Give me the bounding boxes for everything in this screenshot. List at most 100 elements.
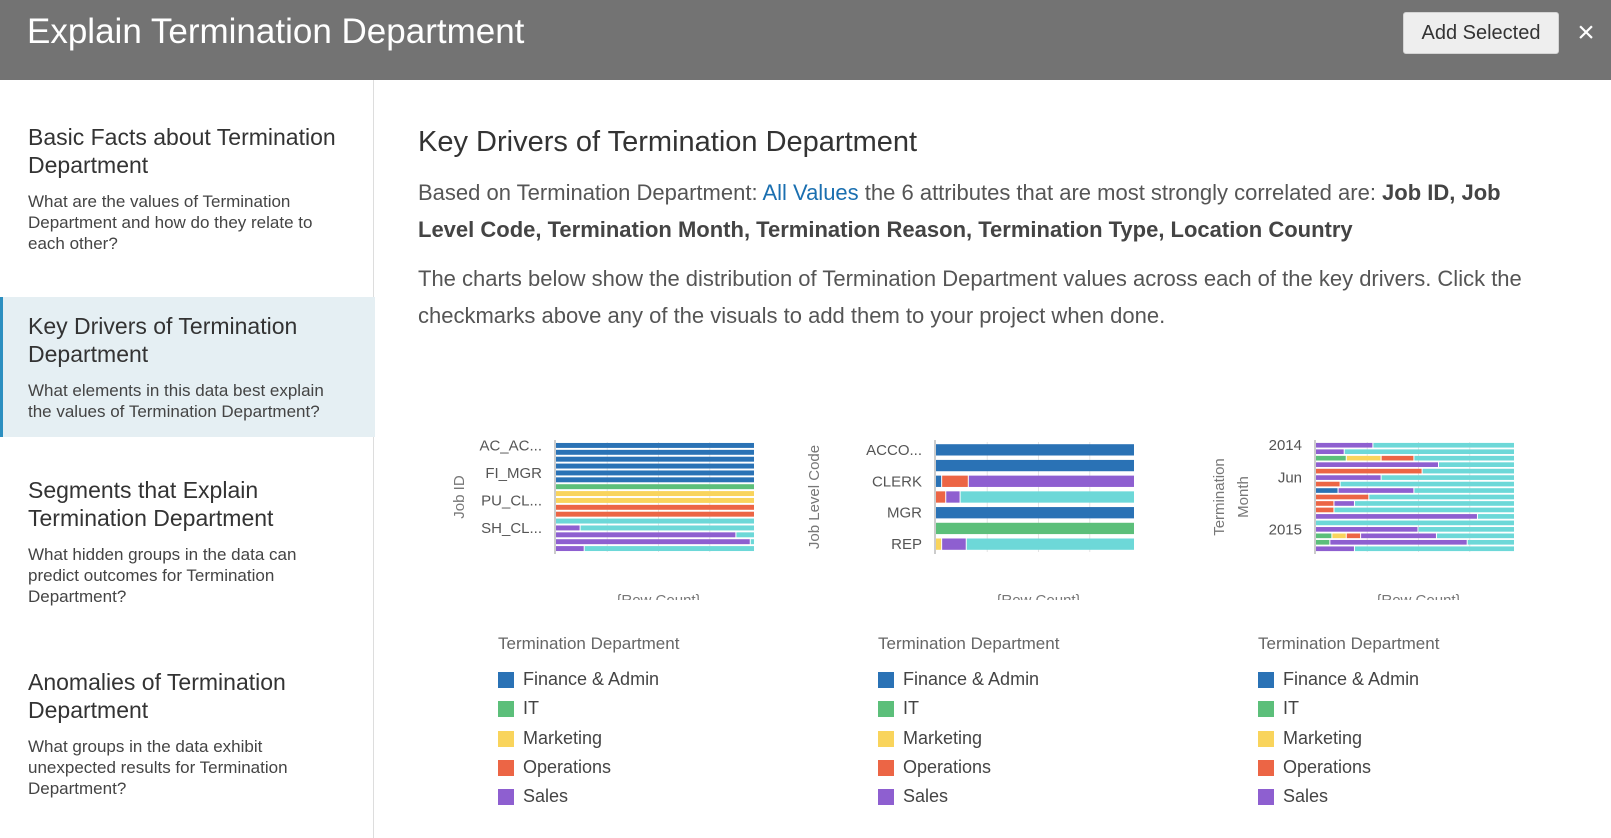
y-tick-label: CLERK: [872, 473, 922, 490]
bar-segment[interactable]: [1414, 455, 1514, 461]
bar-segment[interactable]: [1316, 546, 1354, 552]
bar-segment[interactable]: [936, 507, 1134, 519]
bar-segment[interactable]: [1414, 488, 1514, 493]
bar-segment[interactable]: [580, 525, 754, 531]
bar-segment[interactable]: [1330, 539, 1467, 545]
y-tick-label: MGR: [887, 505, 922, 522]
bar-segment[interactable]: [736, 532, 754, 538]
bar-segment[interactable]: [1422, 468, 1514, 474]
bar-segment[interactable]: [1316, 501, 1334, 506]
sidebar-item-segments[interactable]: Segments that Explain Termination Depart…: [0, 470, 372, 640]
y-tick-label: 2015: [1269, 521, 1302, 538]
bar-segment[interactable]: [556, 442, 754, 448]
bar-segment[interactable]: [1346, 533, 1361, 539]
bar-segment[interactable]: [556, 532, 736, 538]
bar-segment[interactable]: [1316, 468, 1422, 474]
bar-segment[interactable]: [556, 497, 754, 503]
bar-segment[interactable]: [1381, 455, 1414, 461]
bar-segment[interactable]: [966, 538, 1134, 550]
bar-segment[interactable]: [556, 518, 754, 524]
bar-segment[interactable]: [1354, 546, 1514, 552]
legend-title: Termination Department: [498, 634, 680, 653]
bar-segment[interactable]: [1467, 539, 1514, 545]
bar-segment[interactable]: [1436, 533, 1514, 539]
bar-segment[interactable]: [1340, 481, 1514, 487]
bar-segment[interactable]: [1373, 442, 1514, 448]
bar-segment[interactable]: [1316, 462, 1438, 467]
sidebar-item-key-drivers[interactable]: Key Drivers of Termination Department Wh…: [0, 297, 375, 437]
bar-segment[interactable]: [936, 444, 1134, 456]
sidebar-item-title: Anomalies of Termination Department: [28, 669, 286, 723]
legend-swatch: [498, 701, 514, 718]
sidebar-item-anomalies[interactable]: Anomalies of Termination Department What…: [0, 665, 372, 835]
bar-segment[interactable]: [1316, 449, 1344, 455]
sidebar-item-basic-facts[interactable]: Basic Facts about Termination Department…: [0, 110, 372, 290]
close-icon[interactable]: ×: [1577, 16, 1595, 49]
bar-segment[interactable]: [1316, 520, 1514, 526]
bar-segment[interactable]: [556, 484, 754, 490]
sidebar-item-title: Basic Facts about Termination Department: [28, 124, 336, 178]
sidebar: Basic Facts about Termination Department…: [0, 80, 375, 838]
y-tick-label: REP: [891, 536, 922, 553]
bar-segment[interactable]: [584, 546, 754, 552]
bar-segment[interactable]: [1316, 481, 1340, 487]
bar-segment[interactable]: [1354, 501, 1514, 506]
bar-segment[interactable]: [1316, 442, 1373, 448]
legend-swatch: [498, 789, 514, 806]
bar-segment[interactable]: [556, 511, 754, 517]
bar-segment[interactable]: [968, 475, 1134, 487]
chart-svg: 2014 Jun 2015 Termination Month {Row Count}: [1211, 437, 1515, 600]
bar-segment[interactable]: [556, 463, 754, 469]
bar-segment[interactable]: [556, 477, 754, 483]
bar-segment[interactable]: [960, 491, 1134, 503]
bar-segment[interactable]: [556, 456, 754, 462]
bar-segment[interactable]: [1369, 494, 1514, 500]
bar-segment[interactable]: [1334, 501, 1354, 506]
bar-segment[interactable]: [1338, 488, 1414, 493]
add-selected-button[interactable]: Add Selected: [1403, 12, 1559, 54]
bar-segment[interactable]: [556, 539, 750, 545]
bar-segment[interactable]: [1477, 514, 1514, 519]
bar-segment[interactable]: [946, 491, 960, 503]
bar-segment[interactable]: [1344, 449, 1514, 455]
bar-segment[interactable]: [1316, 455, 1346, 461]
bar-segment[interactable]: [942, 538, 966, 550]
bar-segment[interactable]: [1346, 455, 1381, 461]
all-values-link[interactable]: All Values: [762, 180, 859, 205]
bar-segment[interactable]: [1332, 533, 1346, 539]
bar-segment[interactable]: [1316, 488, 1338, 493]
bar-segment[interactable]: [1361, 533, 1436, 539]
bar-segment[interactable]: [1316, 507, 1334, 513]
legend-label: Finance & Admin: [903, 669, 1040, 689]
bar-segment[interactable]: [936, 522, 1134, 535]
bar-segment[interactable]: [556, 491, 754, 497]
bar-segment[interactable]: [1316, 494, 1369, 500]
bar-segment[interactable]: [1334, 507, 1514, 513]
chart-job-level-code[interactable]: ACCO... CLERK MGR REP Job Level Code {Row Cou…: [774, 360, 1134, 830]
bar-segment[interactable]: [556, 546, 584, 552]
bar-segment[interactable]: [1316, 539, 1330, 545]
bar-segment[interactable]: [936, 538, 942, 550]
chart-job-id[interactable]: AC_AC... FI_MGR PU_CL... SH_CL... Job ID {Row…: [394, 360, 754, 830]
bar-segment[interactable]: [942, 475, 968, 487]
bar-segment[interactable]: [556, 504, 754, 510]
bar-segment[interactable]: [936, 491, 946, 503]
bar-segment[interactable]: [936, 459, 1134, 472]
legend-label: IT: [523, 698, 539, 719]
x-axis-title: {Row Count}: [616, 592, 700, 600]
chart-termination-month[interactable]: 2014 Jun 2015 Termination Month {Row Count} Te…: [1154, 360, 1514, 830]
bar-segment[interactable]: [1316, 533, 1332, 539]
summary-middle: the 6 attributes that are most strongly …: [858, 180, 1383, 205]
bar-segment[interactable]: [750, 539, 754, 545]
bar-segment[interactable]: [1316, 527, 1418, 532]
bar-segment[interactable]: [1418, 527, 1515, 532]
bar-segment[interactable]: [1439, 462, 1514, 467]
bar-segment[interactable]: [936, 475, 942, 487]
bar-segment[interactable]: [556, 525, 580, 531]
bar-segment[interactable]: [1316, 475, 1381, 480]
bar-segment[interactable]: [1316, 514, 1477, 519]
sidebar-item-title: Key Drivers of Termination Department: [28, 313, 298, 367]
bar-segment[interactable]: [556, 470, 754, 476]
bar-segment[interactable]: [556, 449, 754, 455]
bar-segment[interactable]: [1381, 475, 1514, 480]
